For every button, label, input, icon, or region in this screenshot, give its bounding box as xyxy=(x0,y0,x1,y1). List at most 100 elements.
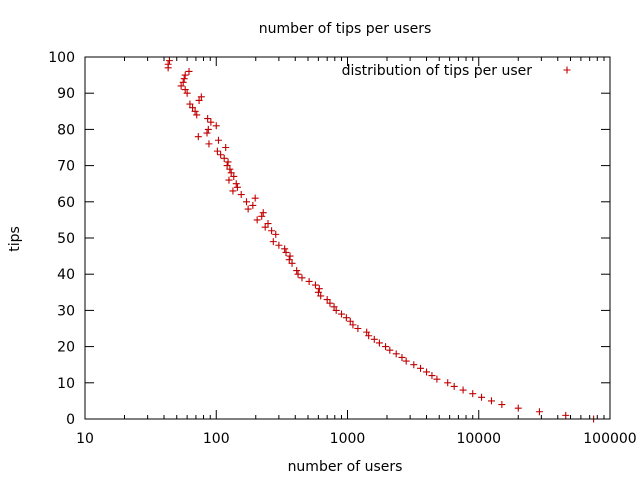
data-point xyxy=(205,140,213,148)
data-point xyxy=(294,270,302,278)
data-point xyxy=(180,75,188,83)
data-point xyxy=(326,299,334,307)
data-point xyxy=(244,205,252,213)
y-tick-label: 50 xyxy=(57,231,75,247)
data-point xyxy=(337,310,345,318)
data-point xyxy=(179,78,187,86)
data-point xyxy=(293,267,301,275)
data-point xyxy=(251,194,259,202)
data-point xyxy=(315,285,323,293)
data-point xyxy=(222,144,230,151)
data-point xyxy=(164,60,172,68)
data-point xyxy=(498,401,506,409)
data-point xyxy=(349,321,357,329)
data-point xyxy=(258,212,266,220)
data-point xyxy=(230,172,238,180)
data-point xyxy=(214,136,222,144)
data-point xyxy=(189,104,197,112)
data-point xyxy=(354,325,362,332)
y-tick-label: 100 xyxy=(48,50,75,66)
data-point xyxy=(562,411,570,419)
data-point xyxy=(332,306,340,314)
data-point xyxy=(253,216,261,224)
data-point xyxy=(330,303,338,311)
data-point xyxy=(220,154,228,162)
data-point xyxy=(423,368,431,376)
data-point xyxy=(398,353,406,361)
data-point xyxy=(428,372,436,380)
data-point xyxy=(242,198,250,206)
data-point xyxy=(183,89,191,97)
data-point xyxy=(268,227,276,235)
data-point xyxy=(197,93,205,101)
y-tick-label: 90 xyxy=(57,86,75,102)
data-point xyxy=(433,375,441,383)
data-point xyxy=(342,314,350,322)
plot-frame xyxy=(84,56,611,420)
data-point xyxy=(323,296,331,304)
data-point xyxy=(212,122,220,130)
data-point xyxy=(233,183,241,191)
data-point xyxy=(311,281,319,289)
data-point xyxy=(386,346,394,354)
data-point xyxy=(213,147,221,155)
y-tick-label: 20 xyxy=(57,340,75,356)
x-tick-label: 10000 xyxy=(456,431,501,447)
data-point xyxy=(450,382,458,390)
data-point xyxy=(370,335,378,343)
y-tick-label: 0 xyxy=(66,412,75,428)
data-point xyxy=(478,393,486,401)
data-point xyxy=(444,379,452,387)
data-point xyxy=(204,125,212,133)
data-point xyxy=(298,274,306,282)
data-point xyxy=(165,57,173,65)
y-tick-label: 30 xyxy=(57,303,75,319)
data-point xyxy=(264,220,272,228)
data-point xyxy=(225,176,233,184)
x-tick-label: 1000 xyxy=(330,431,366,447)
data-point xyxy=(281,245,289,253)
legend-marker-plus xyxy=(563,66,571,74)
y-tick-label: 10 xyxy=(57,376,75,392)
data-point xyxy=(229,187,237,195)
data-point xyxy=(272,230,280,238)
x-tick-label: 100000 xyxy=(583,431,636,447)
axis-ticks xyxy=(84,56,611,420)
data-point xyxy=(207,118,215,126)
data-point xyxy=(261,223,269,231)
data-point xyxy=(286,252,294,260)
y-tick-label: 60 xyxy=(57,195,75,211)
data-point xyxy=(275,241,283,249)
data-point xyxy=(402,357,410,365)
data-point xyxy=(282,248,290,256)
data-point xyxy=(314,288,322,296)
data-point xyxy=(410,361,418,369)
data-point xyxy=(217,151,225,159)
legend-marker xyxy=(563,66,571,74)
data-point xyxy=(535,408,543,416)
data-points xyxy=(164,57,598,423)
data-point xyxy=(191,107,199,115)
y-tick-label: 40 xyxy=(57,267,75,283)
data-point xyxy=(514,404,522,412)
data-point xyxy=(223,162,231,170)
data-point xyxy=(194,133,202,141)
data-point xyxy=(249,201,257,209)
data-point xyxy=(365,332,373,340)
data-point xyxy=(288,259,296,267)
data-point xyxy=(487,397,495,405)
data-point xyxy=(193,111,201,119)
data-point xyxy=(459,386,467,394)
legend-label: distribution of tips per user xyxy=(342,63,533,79)
y-tick-label: 70 xyxy=(57,159,75,175)
chart-title: number of tips per users xyxy=(259,21,432,37)
data-point xyxy=(305,277,313,285)
data-point xyxy=(259,209,267,217)
data-point xyxy=(185,67,193,75)
data-point xyxy=(186,100,194,108)
data-point xyxy=(285,256,293,264)
data-point xyxy=(237,191,245,199)
x-axis-label: number of users xyxy=(288,459,403,475)
